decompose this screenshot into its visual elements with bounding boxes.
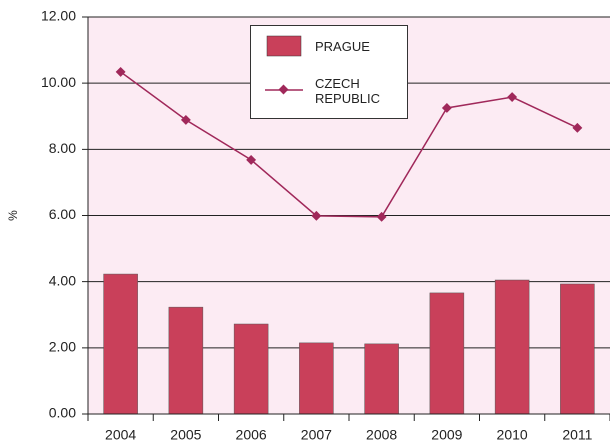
bar [103, 273, 138, 415]
bar [233, 323, 269, 415]
y-tick-label: 6.00 [49, 206, 76, 222]
line-marker [572, 122, 583, 133]
y-tick-label: 10.00 [41, 74, 76, 90]
x-tick-label: 2008 [366, 427, 397, 443]
x-tick-label: 2009 [431, 427, 462, 443]
legend-swatches [265, 35, 303, 95]
x-tick-label: 2005 [170, 427, 201, 443]
bar [494, 279, 530, 415]
bar [560, 283, 595, 415]
y-axis-label: % [6, 210, 20, 221]
legend-label: PRAGUE [315, 39, 370, 54]
line-marker [246, 154, 257, 165]
line-marker [376, 211, 387, 222]
bar [429, 292, 465, 415]
line-marker [311, 210, 322, 221]
line [120, 71, 578, 218]
x-tick-label: 2004 [105, 427, 136, 443]
y-tick-label: 8.00 [49, 140, 76, 156]
bar [299, 342, 334, 415]
legend-swatch-marker [278, 84, 289, 95]
y-tick-label: 12.00 [41, 8, 76, 24]
y-tick-label: 0.00 [49, 405, 76, 421]
line-marker [115, 66, 126, 77]
line-marker [180, 114, 191, 125]
legend-label: CZECH REPUBLIC [315, 76, 381, 106]
legend-swatch-bar [266, 35, 302, 57]
x-tick-label: 2006 [236, 427, 267, 443]
bar [168, 306, 204, 415]
bar [364, 343, 399, 415]
y-tick-label: 2.00 [49, 339, 76, 355]
x-tick-label: 2010 [497, 427, 528, 443]
x-tick-label: 2007 [301, 427, 332, 443]
y-tick-label: 4.00 [49, 272, 76, 288]
legend: PRAGUE CZECH REPUBLIC [250, 25, 408, 119]
x-tick-label: 2011 [562, 427, 592, 443]
